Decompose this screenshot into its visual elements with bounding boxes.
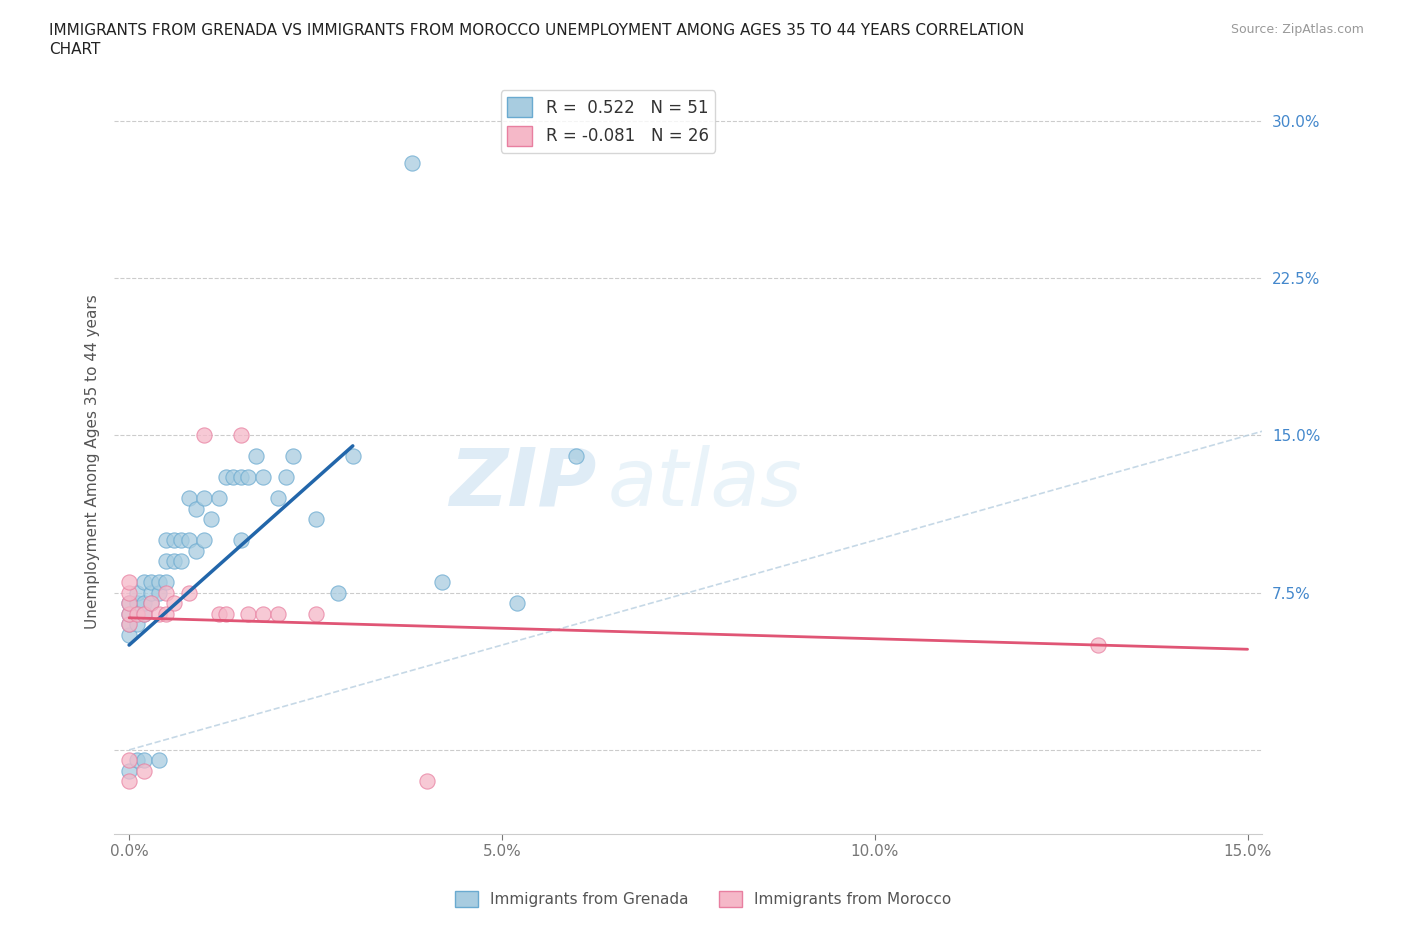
Point xyxy=(222,470,245,485)
Point xyxy=(186,543,208,558)
Point xyxy=(238,470,260,485)
Point xyxy=(118,596,141,611)
Point xyxy=(132,764,155,778)
Point xyxy=(118,764,141,778)
Point xyxy=(267,606,290,621)
Point xyxy=(229,428,252,443)
Point xyxy=(215,606,238,621)
Point xyxy=(193,533,215,548)
Point xyxy=(125,617,148,631)
Point xyxy=(132,596,155,611)
Point xyxy=(118,606,141,621)
Point xyxy=(118,753,141,768)
Point xyxy=(155,553,177,568)
Point xyxy=(229,470,252,485)
Point xyxy=(252,606,274,621)
Point xyxy=(141,575,163,590)
Point xyxy=(148,606,170,621)
Point xyxy=(304,512,326,526)
Point xyxy=(565,449,588,464)
Point xyxy=(118,627,141,642)
Point xyxy=(170,533,193,548)
Text: CHART: CHART xyxy=(49,42,101,57)
Point xyxy=(193,491,215,506)
Point xyxy=(170,553,193,568)
Text: Source: ZipAtlas.com: Source: ZipAtlas.com xyxy=(1230,23,1364,36)
Point xyxy=(118,606,141,621)
Point xyxy=(506,596,529,611)
Point xyxy=(215,470,238,485)
Point xyxy=(141,585,163,600)
Point xyxy=(326,585,349,600)
Point xyxy=(132,606,155,621)
Point xyxy=(177,585,200,600)
Point xyxy=(125,753,148,768)
Point xyxy=(118,575,141,590)
Point xyxy=(118,617,141,631)
Point xyxy=(132,575,155,590)
Point xyxy=(163,553,186,568)
Point xyxy=(155,575,177,590)
Legend: Immigrants from Grenada, Immigrants from Morocco: Immigrants from Grenada, Immigrants from… xyxy=(449,884,957,913)
Legend: R =  0.522   N = 51, R = -0.081   N = 26: R = 0.522 N = 51, R = -0.081 N = 26 xyxy=(501,90,716,153)
Point xyxy=(125,585,148,600)
Point xyxy=(125,606,148,621)
Point xyxy=(118,774,141,789)
Point xyxy=(1087,638,1109,653)
Point xyxy=(148,585,170,600)
Point xyxy=(401,155,423,170)
Point xyxy=(132,606,155,621)
Point xyxy=(200,512,222,526)
Y-axis label: Unemployment Among Ages 35 to 44 years: Unemployment Among Ages 35 to 44 years xyxy=(86,294,100,629)
Point xyxy=(177,491,200,506)
Point xyxy=(304,606,326,621)
Point xyxy=(118,585,141,600)
Point xyxy=(245,449,267,464)
Text: atlas: atlas xyxy=(607,445,803,523)
Point xyxy=(229,533,252,548)
Point xyxy=(118,617,141,631)
Point xyxy=(252,470,274,485)
Point xyxy=(141,596,163,611)
Point xyxy=(177,533,200,548)
Point xyxy=(155,606,177,621)
Point xyxy=(207,606,229,621)
Point xyxy=(125,596,148,611)
Text: ZIP: ZIP xyxy=(449,445,596,523)
Point xyxy=(186,501,208,516)
Point xyxy=(274,470,297,485)
Point xyxy=(342,449,364,464)
Point xyxy=(132,753,155,768)
Point xyxy=(238,606,260,621)
Point xyxy=(193,428,215,443)
Text: IMMIGRANTS FROM GRENADA VS IMMIGRANTS FROM MOROCCO UNEMPLOYMENT AMONG AGES 35 TO: IMMIGRANTS FROM GRENADA VS IMMIGRANTS FR… xyxy=(49,23,1025,38)
Point xyxy=(163,596,186,611)
Point xyxy=(281,449,304,464)
Point xyxy=(141,596,163,611)
Point xyxy=(163,533,186,548)
Point xyxy=(155,533,177,548)
Point xyxy=(267,491,290,506)
Point xyxy=(148,575,170,590)
Point xyxy=(432,575,454,590)
Point xyxy=(416,774,439,789)
Point xyxy=(118,596,141,611)
Point xyxy=(148,753,170,768)
Point xyxy=(207,491,229,506)
Point xyxy=(155,585,177,600)
